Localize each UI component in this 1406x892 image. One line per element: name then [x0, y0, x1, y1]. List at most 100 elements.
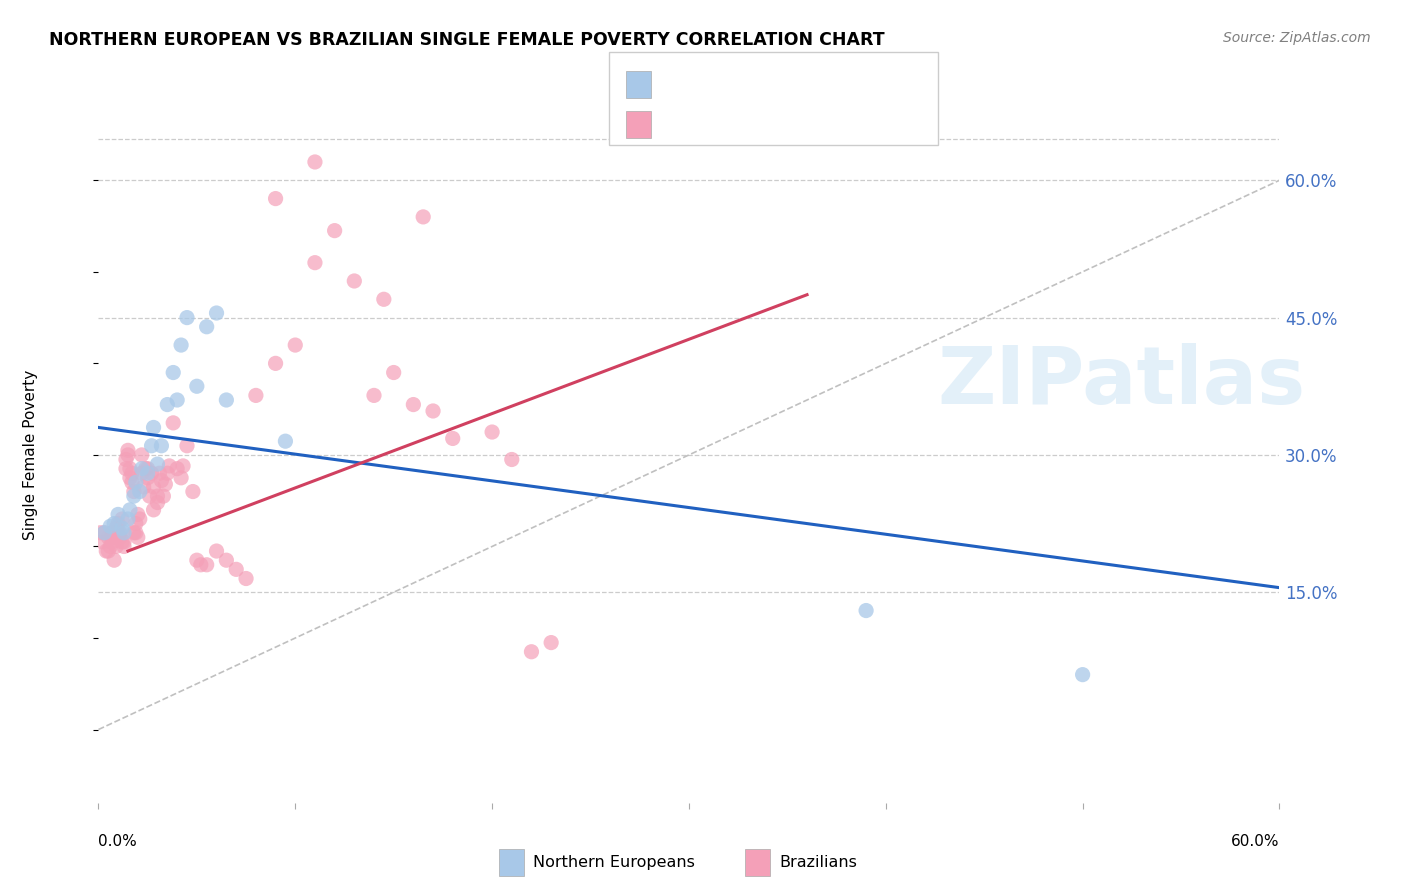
Point — [152, 489, 174, 503]
Point — [170, 338, 193, 352]
Point — [127, 530, 149, 544]
Point — [284, 338, 307, 352]
Point — [190, 558, 212, 572]
Point — [131, 467, 153, 481]
Point — [186, 379, 208, 393]
Point — [170, 471, 193, 485]
Point — [382, 366, 405, 380]
Point — [142, 420, 165, 434]
Text: Brazilians: Brazilians — [779, 855, 856, 870]
Point — [111, 534, 134, 549]
Point — [481, 425, 503, 439]
Point — [91, 534, 114, 549]
Point — [441, 432, 464, 446]
Point — [108, 530, 131, 544]
Text: ZIPatlas: ZIPatlas — [938, 343, 1306, 421]
Point — [1071, 667, 1094, 681]
Text: 0.0%: 0.0% — [98, 834, 138, 849]
Point — [112, 540, 135, 554]
Point — [215, 392, 238, 407]
Text: N =: N = — [792, 116, 831, 134]
Point — [141, 439, 163, 453]
Point — [166, 461, 188, 475]
Point — [127, 508, 149, 522]
Point — [412, 210, 434, 224]
Point — [103, 530, 125, 544]
Point — [146, 457, 169, 471]
Point — [176, 439, 198, 453]
Point — [264, 356, 287, 370]
Point — [245, 388, 267, 402]
Point — [195, 319, 218, 334]
Point — [96, 544, 118, 558]
Point — [156, 467, 179, 481]
Text: R =: R = — [658, 76, 697, 94]
Point — [131, 448, 153, 462]
Point — [107, 525, 129, 540]
Point — [122, 489, 145, 503]
Point — [117, 443, 139, 458]
Point — [121, 467, 143, 481]
Text: NORTHERN EUROPEAN VS BRAZILIAN SINGLE FEMALE POVERTY CORRELATION CHART: NORTHERN EUROPEAN VS BRAZILIAN SINGLE FE… — [49, 31, 884, 49]
Point — [103, 516, 125, 531]
Point — [136, 471, 159, 485]
Point — [235, 572, 257, 586]
Point — [323, 224, 346, 238]
Point — [142, 503, 165, 517]
Point — [205, 544, 228, 558]
Text: 86: 86 — [830, 116, 855, 134]
Point — [155, 477, 177, 491]
Text: 60.0%: 60.0% — [1232, 834, 1279, 849]
Text: Single Female Poverty: Single Female Poverty — [24, 370, 38, 540]
Point — [304, 155, 326, 169]
Point — [125, 475, 148, 490]
Point — [138, 489, 160, 503]
Point — [343, 274, 366, 288]
Point — [105, 540, 128, 554]
Text: 0.410: 0.410 — [697, 116, 761, 134]
Point — [225, 562, 247, 576]
Point — [93, 525, 115, 540]
Point — [111, 512, 134, 526]
Point — [122, 484, 145, 499]
Point — [101, 525, 124, 540]
Point — [101, 534, 124, 549]
Text: 29: 29 — [830, 76, 855, 94]
Point — [146, 495, 169, 509]
Point — [150, 439, 173, 453]
Point — [274, 434, 297, 449]
Point — [540, 635, 562, 649]
Point — [115, 452, 138, 467]
Point — [108, 525, 131, 540]
Point — [181, 484, 204, 499]
Point — [363, 388, 385, 402]
Point — [304, 255, 326, 269]
Point — [128, 484, 150, 499]
Point — [89, 525, 111, 540]
Text: Northern Europeans: Northern Europeans — [533, 855, 695, 870]
Point — [176, 310, 198, 325]
Point — [105, 521, 128, 535]
Text: -0.214: -0.214 — [697, 76, 762, 94]
Point — [402, 398, 425, 412]
Point — [264, 192, 287, 206]
Point — [93, 525, 115, 540]
Point — [117, 448, 139, 462]
Text: N =: N = — [792, 76, 831, 94]
Point — [148, 467, 170, 481]
Point — [118, 471, 141, 485]
Point — [125, 516, 148, 531]
Point — [135, 461, 157, 475]
Point — [122, 525, 145, 540]
Point — [118, 461, 141, 475]
Point — [132, 480, 155, 494]
Point — [131, 461, 153, 475]
Point — [98, 540, 121, 554]
Point — [172, 458, 194, 473]
Point — [162, 366, 184, 380]
Point — [97, 530, 120, 544]
Point — [186, 553, 208, 567]
Point — [142, 480, 165, 494]
Text: Source: ZipAtlas.com: Source: ZipAtlas.com — [1223, 31, 1371, 45]
Point — [128, 512, 150, 526]
